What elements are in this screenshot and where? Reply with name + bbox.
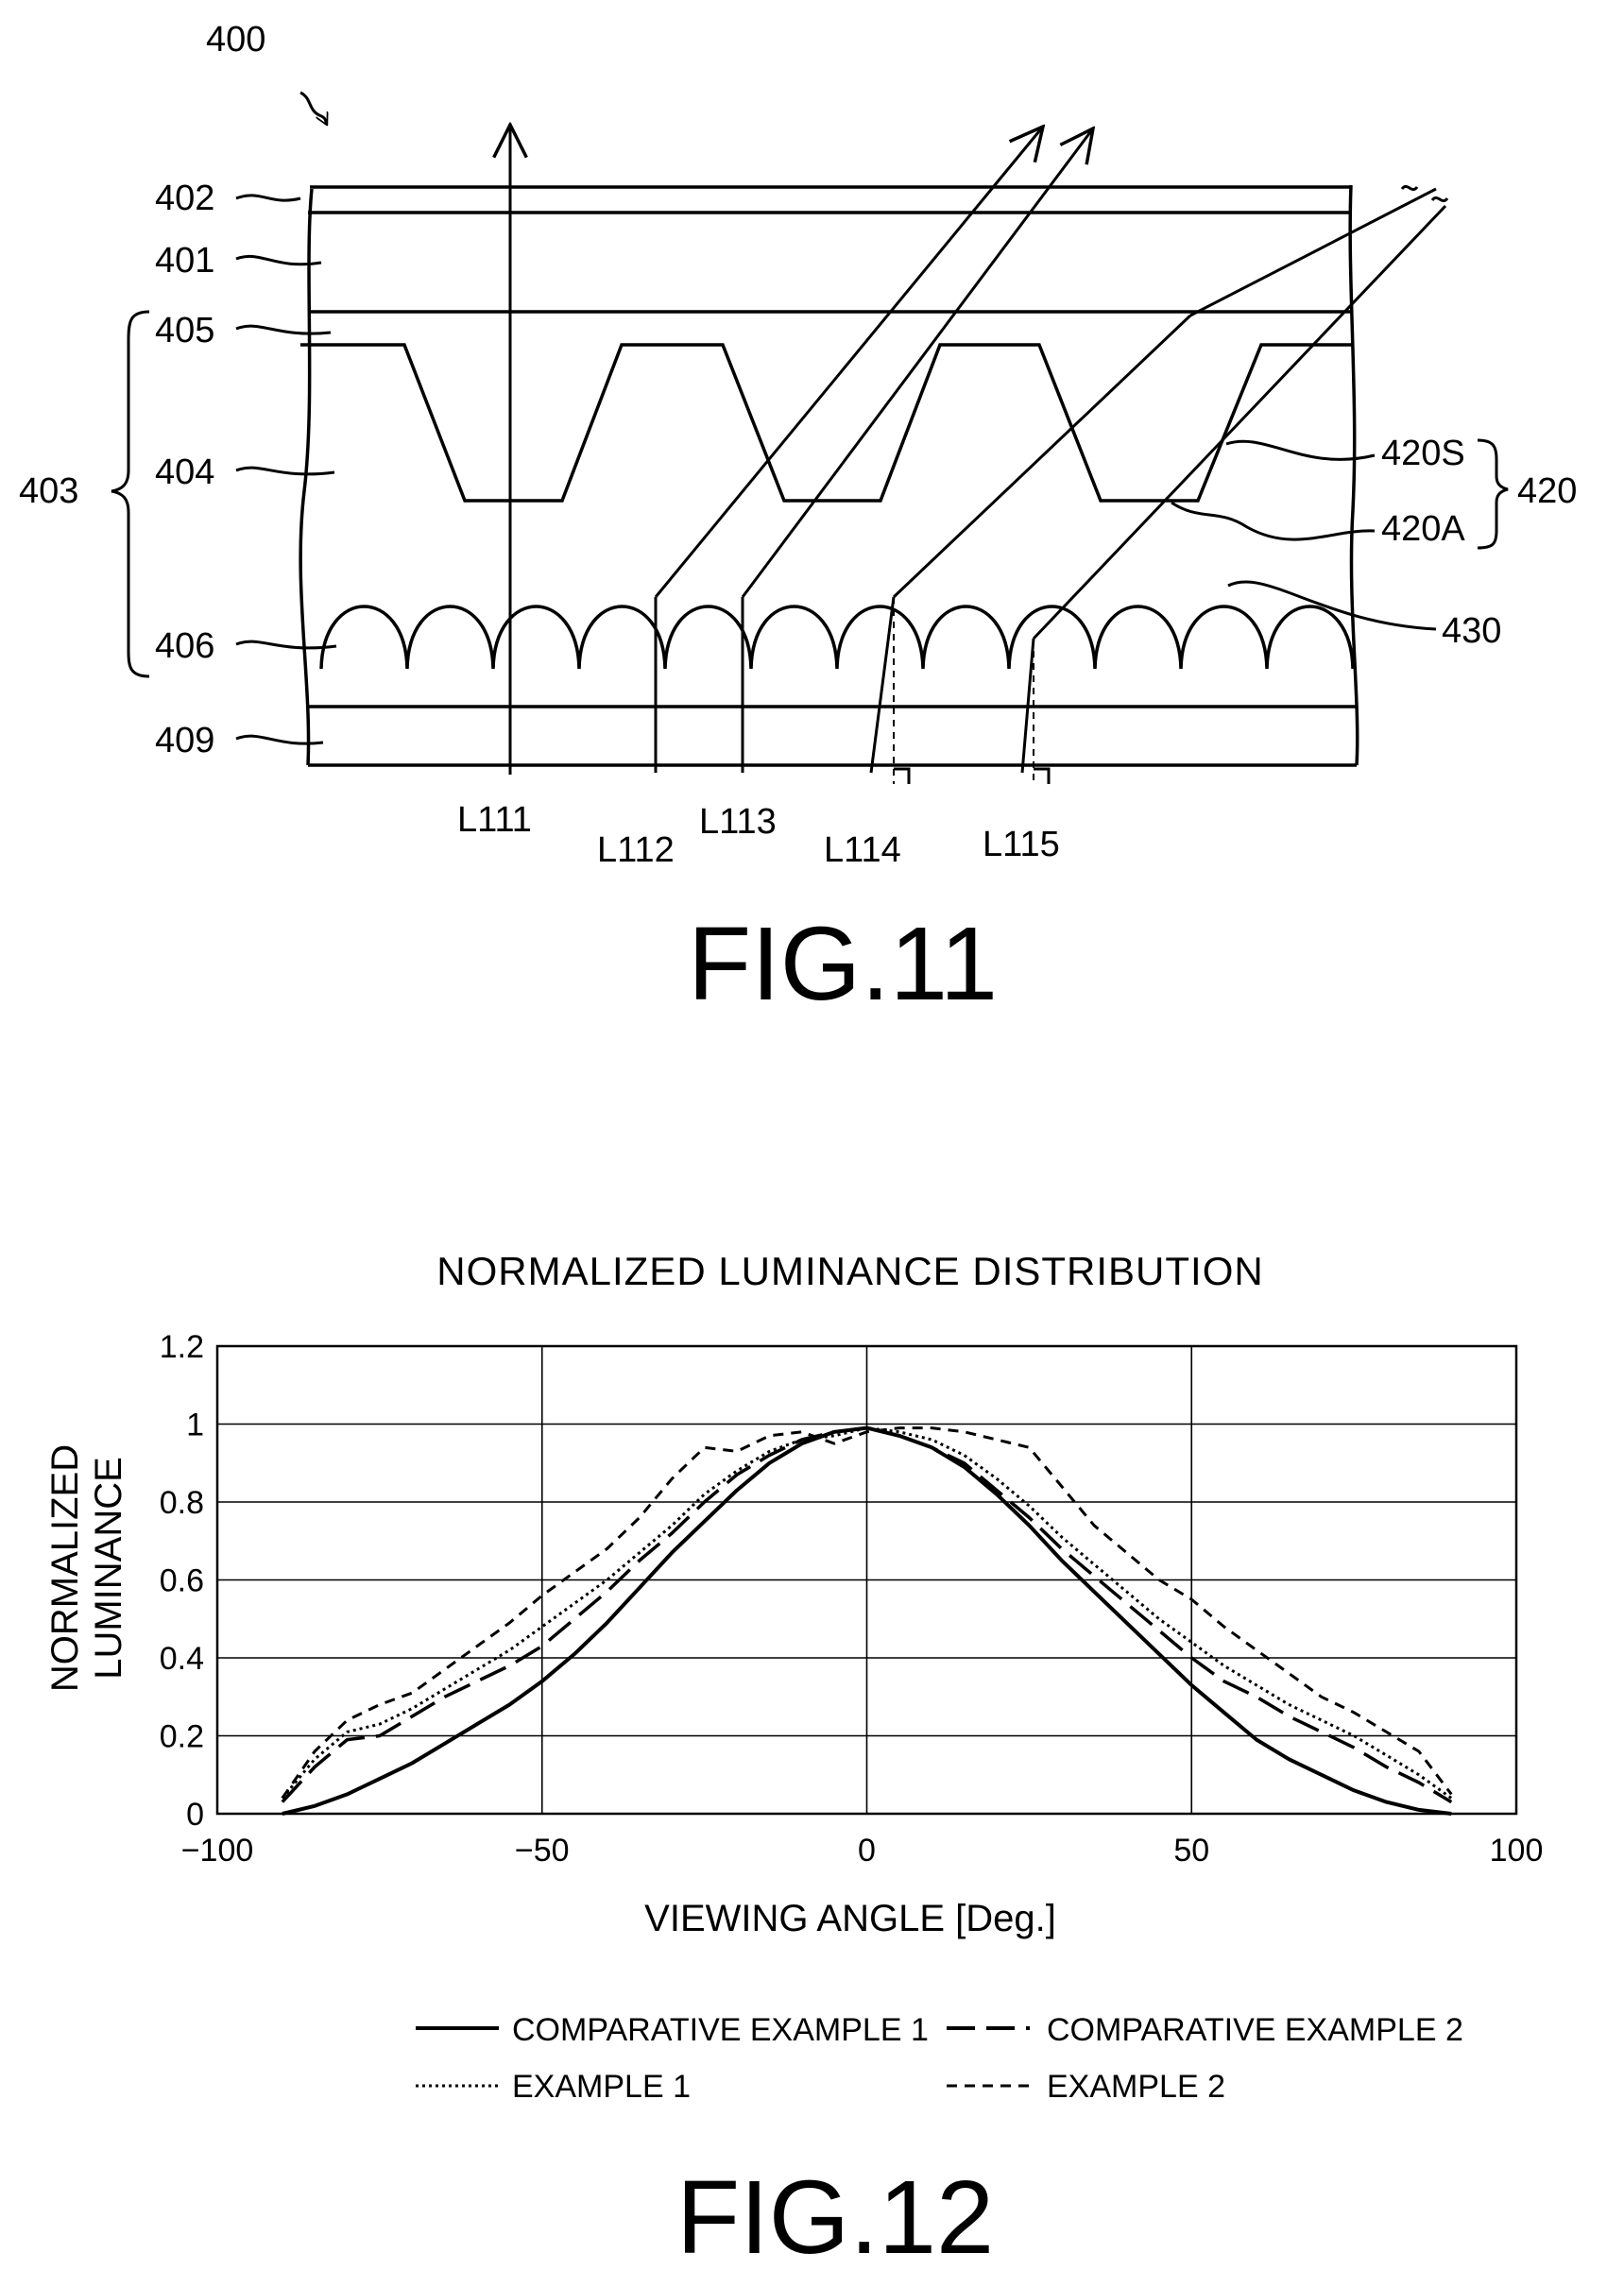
brace-403	[111, 310, 150, 678]
label-406: 406	[155, 626, 214, 666]
right-angle-L114	[894, 767, 911, 784]
prism-structure-420	[300, 343, 1353, 503]
ref-400-arrow	[299, 91, 327, 125]
label-420A: 420A	[1381, 509, 1465, 549]
label-401: 401	[155, 241, 214, 281]
layer-right-edge	[1348, 184, 1359, 766]
label-404: 404	[155, 452, 214, 492]
leader-402	[235, 194, 301, 202]
chart-ticks: 0 0.2 0.4 0.6 0.8 1 1.2 −100 −50 0 50 100	[160, 1329, 1544, 1869]
y-tick-label: 0.8	[160, 1485, 204, 1521]
ray-L114-lower	[869, 596, 896, 774]
fig12-caption: FIG.12	[676, 2159, 994, 2270]
right-angle-L115	[1034, 767, 1051, 784]
label-L114: L114	[824, 830, 901, 870]
leader-420A	[1171, 501, 1376, 541]
y-tick-label: 0.2	[160, 1719, 204, 1755]
x-axis-label: VIEWING ANGLE [Deg.]	[644, 1898, 1056, 1939]
label-L115: L115	[983, 825, 1060, 864]
y-tick-label: 0.6	[160, 1563, 204, 1599]
lens-arch-row	[319, 605, 1355, 670]
brace-420	[1477, 438, 1509, 550]
ray-L114-upper	[1189, 187, 1437, 317]
label-409: 409	[155, 721, 214, 760]
fig11-caption: FIG.11	[688, 906, 998, 1022]
label-403: 403	[19, 471, 78, 511]
legend-label-comp1: COMPARATIVE EXAMPLE 1	[512, 2012, 929, 2048]
chart-legend: COMPARATIVE EXAMPLE 1 COMPARATIVE EXAMPL…	[416, 2012, 1463, 2105]
y-tick-label: 1.2	[160, 1329, 204, 1365]
series-line-dashed	[281, 1426, 1453, 1800]
x-tick-label: −50	[515, 1833, 570, 1869]
label-L111: L111	[457, 800, 532, 840]
layer-left-edge	[299, 188, 314, 766]
legend-label-ex1: EXAMPLE 1	[512, 2069, 691, 2105]
ray-L114-mid	[892, 314, 1192, 599]
ref-400-label: 400	[206, 20, 265, 60]
label-420: 420	[1517, 471, 1577, 511]
legend-label-comp2: COMPARATIVE EXAMPLE 2	[1047, 2012, 1463, 2048]
x-tick-label: 100	[1490, 1833, 1544, 1869]
leader-409	[235, 734, 324, 745]
leader-430	[1227, 580, 1437, 631]
label-430: 430	[1442, 611, 1501, 651]
leader-405	[235, 324, 332, 335]
label-L112: L112	[597, 830, 675, 870]
y-tick-label: 1	[186, 1408, 204, 1443]
leader-406	[235, 640, 337, 650]
x-tick-label: 0	[858, 1833, 876, 1869]
y-axis-label-line2: LUMINANCE	[88, 1457, 129, 1680]
y-tick-label: 0.4	[160, 1641, 204, 1677]
chart-title: NORMALIZED LUMINANCE DISTRIBUTION	[436, 1249, 1263, 1293]
y-tick-label: 0	[186, 1797, 204, 1833]
label-405: 405	[155, 311, 214, 350]
legend-label-ex2: EXAMPLE 2	[1047, 2069, 1225, 2105]
label-402: 402	[155, 179, 214, 218]
leader-404	[235, 466, 335, 476]
fig12-chart: NORMALIZED LUMINANCE DISTRIBUTION NORMAL…	[44, 1249, 1543, 2270]
label-420S: 420S	[1381, 434, 1465, 473]
series-line-solid	[282, 1425, 1452, 1816]
ray-exit-mark-2	[1430, 196, 1449, 203]
y-axis-label-line1: NORMALIZED	[44, 1444, 86, 1692]
y-axis-label: NORMALIZED LUMINANCE	[44, 1444, 129, 1692]
lens-array-430	[319, 605, 1355, 670]
ray-L115-upper	[1032, 204, 1447, 640]
series-line-dotted	[281, 1426, 1453, 1800]
chart-grid	[215, 1344, 1518, 1816]
leader-420S	[1225, 439, 1376, 461]
ray-L112-upper	[654, 127, 1043, 598]
ray-L115-lower	[1020, 638, 1035, 774]
ray-exit-mark-1	[1400, 184, 1419, 192]
chart-series	[281, 1425, 1453, 1816]
label-L113: L113	[699, 802, 777, 842]
fig11-diagram: 400 402 4	[19, 20, 1577, 1022]
x-tick-label: −100	[181, 1833, 254, 1869]
ray-L113-upper	[741, 128, 1093, 598]
x-tick-label: 50	[1173, 1833, 1209, 1869]
leader-401	[235, 254, 322, 266]
